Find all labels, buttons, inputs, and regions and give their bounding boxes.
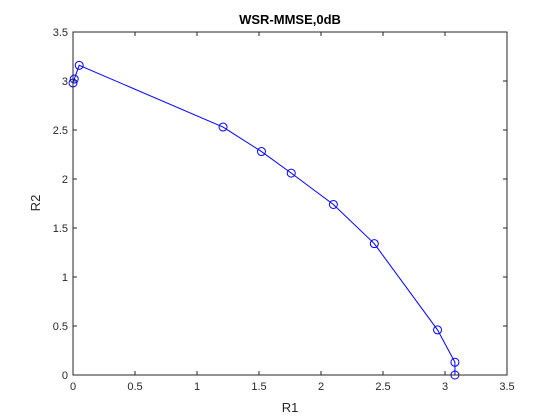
- series-layer: [68, 60, 460, 380]
- x-tick-label: 2: [318, 381, 324, 393]
- y-tick-label: 0.5: [53, 321, 68, 333]
- y-axis-label: R2: [28, 195, 43, 212]
- y-tick-label: 3.5: [53, 27, 68, 39]
- data-point: [369, 239, 379, 249]
- y-tick-label: 2.5: [53, 125, 68, 137]
- y-tick-label: 3: [62, 76, 68, 88]
- x-tick-label: 3: [442, 381, 448, 393]
- x-axis-label: R1: [282, 400, 299, 415]
- data-point: [69, 74, 79, 84]
- data-point: [286, 168, 296, 178]
- data-point: [328, 199, 338, 209]
- x-tick-label: 1: [194, 381, 200, 393]
- data-point: [218, 122, 228, 132]
- x-tick-label: 2.5: [375, 381, 390, 393]
- data-point: [74, 60, 84, 70]
- y-axis-ticks: 0 0.5 1 1.5 2 2.5 3 3.5: [53, 27, 507, 382]
- chart-title: WSR-MMSE,0dB: [239, 12, 341, 27]
- plot-background: [73, 32, 507, 375]
- x-tick-label: 1.5: [251, 381, 266, 393]
- plot-frame: [72, 31, 508, 376]
- data-point: [433, 325, 443, 335]
- y-tick-label: 1.5: [53, 223, 68, 235]
- y-tick-label: 0: [62, 370, 68, 382]
- y-tick-label: 2: [62, 174, 68, 186]
- x-tick-label: 3.5: [499, 381, 514, 393]
- y-tick-label: 1: [62, 272, 68, 284]
- data-point: [256, 147, 266, 157]
- series-line: [72, 64, 456, 375]
- x-tick-label: 0: [70, 381, 76, 393]
- x-axis-ticks: 0 0.5 1 1.5 2 2.5 3 3.5: [70, 32, 515, 393]
- x-tick-label: 0.5: [127, 381, 142, 393]
- data-point: [450, 357, 460, 367]
